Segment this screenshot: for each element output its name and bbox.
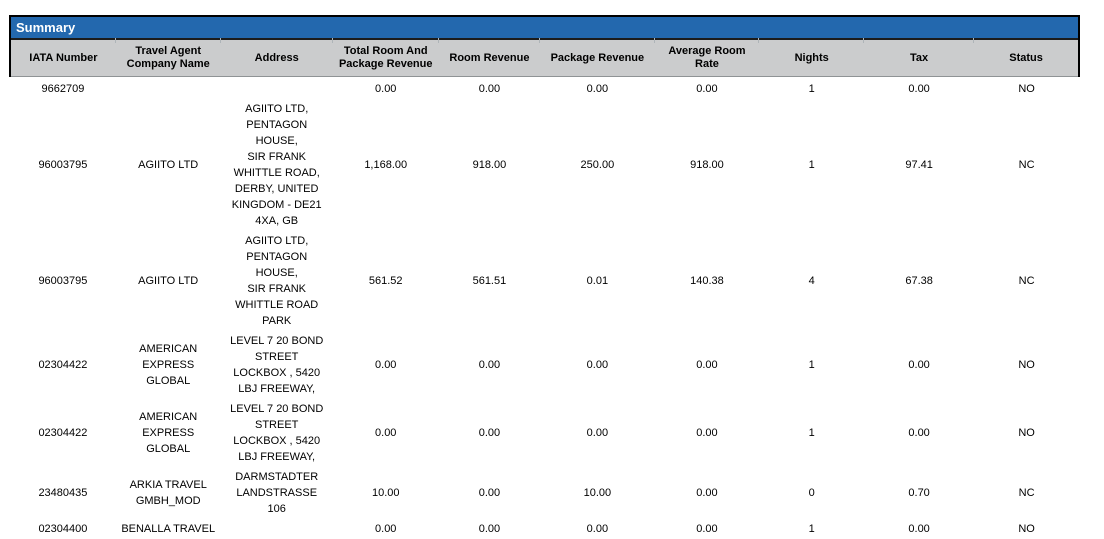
section-title: Summary xyxy=(9,15,1080,39)
cell-tax: 0.70 xyxy=(864,467,975,519)
cell-avg_rate: 0.00 xyxy=(654,399,760,467)
cell-avg_rate: 0.00 xyxy=(654,331,760,399)
cell-tax: 0.00 xyxy=(864,331,975,399)
summary-table: Summary IATA Number Travel Agent Company … xyxy=(9,15,1080,539)
cell-nights: 1 xyxy=(759,76,865,99)
cell-address: AGIITO LTD, PENTAGON HOUSE, SIR FRANK WH… xyxy=(220,231,333,331)
cell-iata: 23480435 xyxy=(10,467,116,519)
table-row: 02304422 AMERICAN EXPRESS GLOBAL LEVEL 7 2… xyxy=(10,399,1079,467)
cell-room: 0.00 xyxy=(438,331,541,399)
summary-table-body: 9662709 0.00 0.00 0.00 0.00 1 0.00 NO 96003795 AG… xyxy=(10,76,1079,539)
cell-status: NO xyxy=(974,399,1079,467)
cell-nights: 0 xyxy=(759,467,865,519)
cell-tax: 0.00 xyxy=(864,399,975,467)
column-header-row: IATA Number Travel Agent Company Name Addr… xyxy=(9,38,1080,77)
cell-total: 0.00 xyxy=(332,331,439,399)
cell-nights: 1 xyxy=(759,519,865,539)
cell-iata: 9662709 xyxy=(10,76,116,99)
cell-company: AMERICAN EXPRESS GLOBAL xyxy=(115,331,221,399)
cell-tax: 0.00 xyxy=(864,519,975,539)
cell-package: 0.00 xyxy=(540,519,655,539)
column-header-package: Package Revenue xyxy=(539,38,655,77)
cell-avg_rate: 0.00 xyxy=(654,76,760,99)
cell-address xyxy=(220,519,333,539)
cell-address: LEVEL 7 20 BOND STREET LOCKBOX , 5420 LB… xyxy=(220,399,333,467)
cell-status: NC xyxy=(974,99,1079,231)
cell-tax: 67.38 xyxy=(864,231,975,331)
cell-status: NO xyxy=(974,76,1079,99)
cell-room: 0.00 xyxy=(438,467,541,519)
table-row: 02304422 AMERICAN EXPRESS GLOBAL LEVEL 7 2… xyxy=(10,331,1079,399)
cell-address: LEVEL 7 20 BOND STREET LOCKBOX , 5420 LB… xyxy=(220,331,333,399)
table-row: 9662709 0.00 0.00 0.00 0.00 1 0.00 NO xyxy=(10,76,1079,99)
cell-company: BENALLA TRAVEL xyxy=(115,519,221,539)
cell-total: 1,168.00 xyxy=(332,99,439,231)
cell-iata: 02304422 xyxy=(10,331,116,399)
table-row: 02304400 BENALLA TRAVEL 0.00 0.00 0.00 0.00 1 0… xyxy=(10,519,1079,539)
cell-avg_rate: 140.38 xyxy=(654,231,760,331)
cell-package: 250.00 xyxy=(540,99,655,231)
cell-address: AGIITO LTD, PENTAGON HOUSE, SIR FRANK WH… xyxy=(220,99,333,231)
cell-total: 10.00 xyxy=(332,467,439,519)
cell-nights: 1 xyxy=(759,399,865,467)
cell-package: 0.00 xyxy=(540,331,655,399)
cell-tax: 97.41 xyxy=(864,99,975,231)
cell-company xyxy=(115,76,221,99)
column-header-room: Room Revenue xyxy=(437,38,541,77)
column-header-iata: IATA Number xyxy=(9,38,116,77)
cell-status: NC xyxy=(974,231,1079,331)
cell-room: 0.00 xyxy=(438,76,541,99)
section-title-bar: Summary xyxy=(9,15,1080,39)
column-header-company: Travel Agent Company Name xyxy=(114,38,221,77)
cell-company: ARKIA TRAVEL GMBH_MOD xyxy=(115,467,221,519)
column-header-address: Address xyxy=(219,38,333,77)
cell-iata: 02304400 xyxy=(10,519,116,539)
column-header-nights: Nights xyxy=(758,38,865,77)
cell-package: 0.00 xyxy=(540,76,655,99)
cell-status: NO xyxy=(974,331,1079,399)
cell-package: 0.00 xyxy=(540,399,655,467)
column-header-tax: Tax xyxy=(863,38,975,77)
cell-avg_rate: 0.00 xyxy=(654,467,760,519)
table-row: 23480435 ARKIA TRAVEL GMBH_MOD DARMSTADTER… xyxy=(10,467,1079,519)
cell-status: NO xyxy=(974,519,1079,539)
cell-room: 561.51 xyxy=(438,231,541,331)
column-header-avg_rate: Average Room Rate xyxy=(653,38,760,77)
cell-room: 0.00 xyxy=(438,399,541,467)
cell-avg_rate: 0.00 xyxy=(654,519,760,539)
cell-total: 0.00 xyxy=(332,76,439,99)
cell-company: AGIITO LTD xyxy=(115,231,221,331)
cell-nights: 1 xyxy=(759,99,865,231)
cell-iata: 96003795 xyxy=(10,99,116,231)
cell-company: AMERICAN EXPRESS GLOBAL xyxy=(115,399,221,467)
column-header-total: Total Room And Package Revenue xyxy=(331,38,439,77)
cell-address: DARMSTADTER LANDSTRASSE 106 xyxy=(220,467,333,519)
cell-total: 0.00 xyxy=(332,399,439,467)
cell-address xyxy=(220,76,333,99)
summary-report: Summary IATA Number Travel Agent Company … xyxy=(9,15,1080,539)
cell-iata: 02304422 xyxy=(10,399,116,467)
cell-room: 0.00 xyxy=(438,519,541,539)
cell-total: 0.00 xyxy=(332,519,439,539)
column-header-status: Status xyxy=(973,38,1080,77)
cell-package: 10.00 xyxy=(540,467,655,519)
cell-package: 0.01 xyxy=(540,231,655,331)
cell-tax: 0.00 xyxy=(864,76,975,99)
cell-company: AGIITO LTD xyxy=(115,99,221,231)
cell-iata: 96003795 xyxy=(10,231,116,331)
table-row: 96003795 AGIITO LTD AGIITO LTD, PENTAGON H… xyxy=(10,99,1079,231)
cell-nights: 4 xyxy=(759,231,865,331)
cell-total: 561.52 xyxy=(332,231,439,331)
cell-avg_rate: 918.00 xyxy=(654,99,760,231)
cell-status: NC xyxy=(974,467,1079,519)
cell-room: 918.00 xyxy=(438,99,541,231)
table-row: 96003795 AGIITO LTD AGIITO LTD, PENTAGON H… xyxy=(10,231,1079,331)
cell-nights: 1 xyxy=(759,331,865,399)
